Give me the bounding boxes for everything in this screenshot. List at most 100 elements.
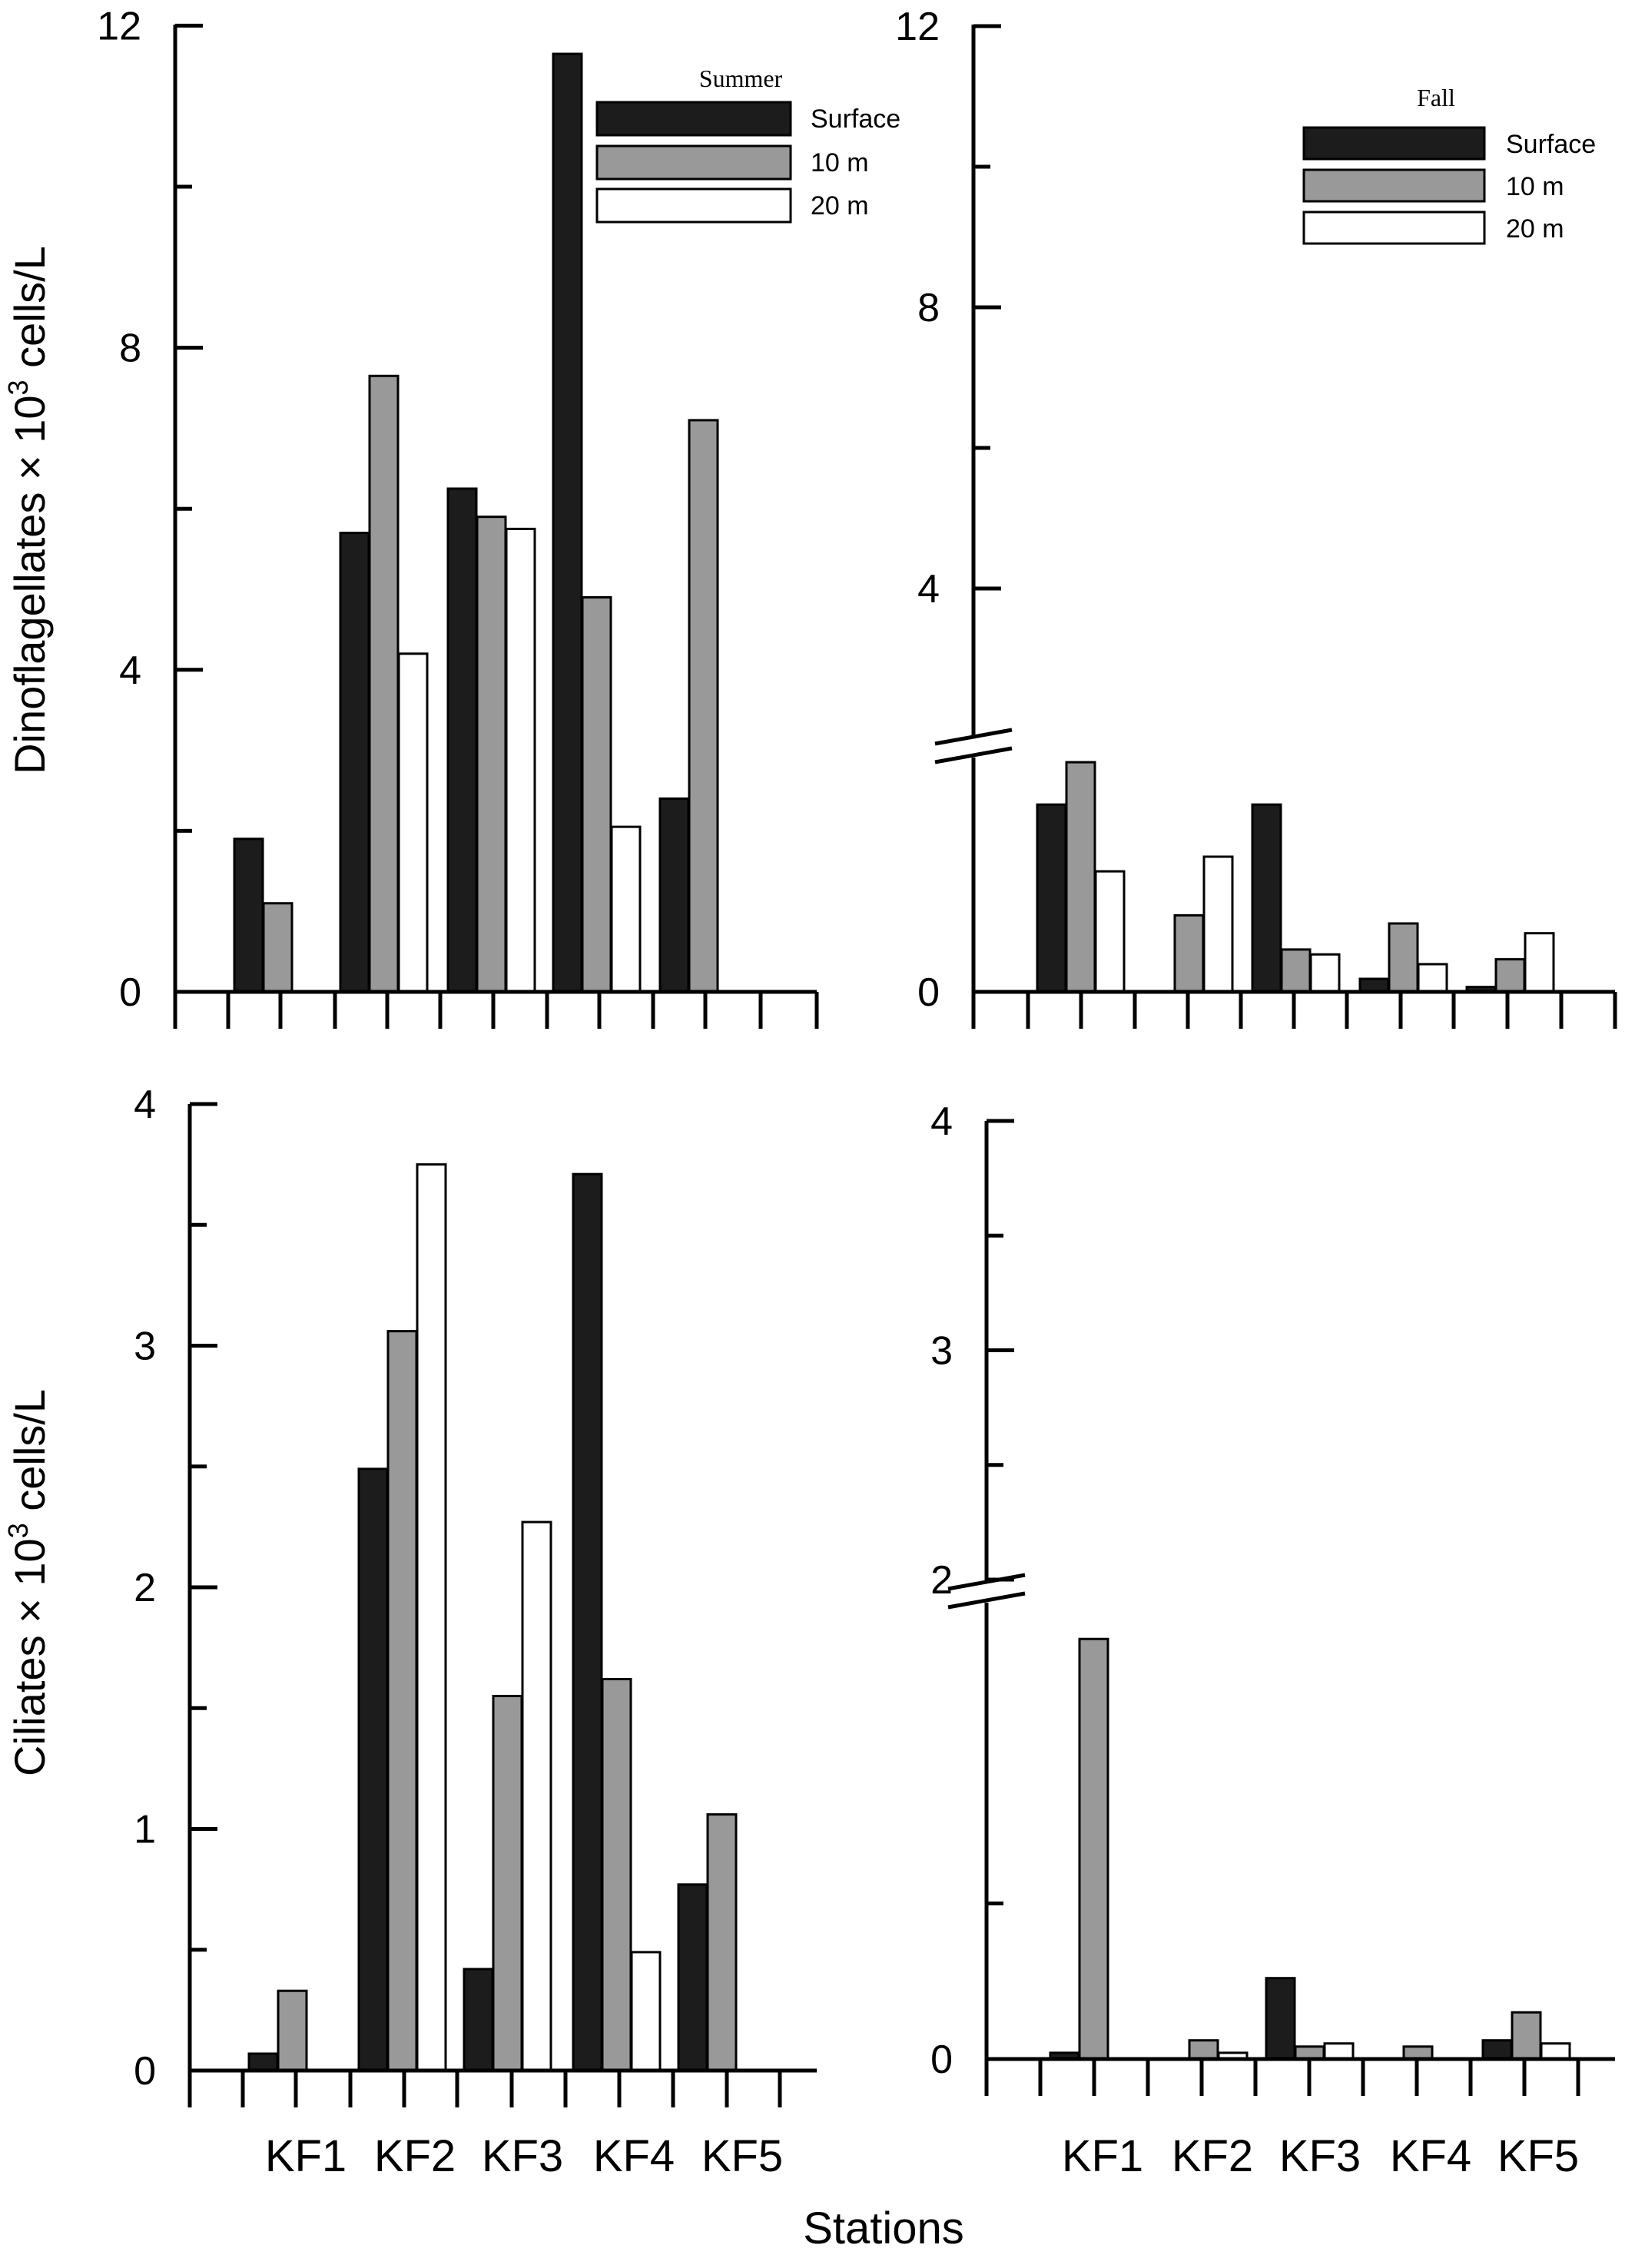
legend-title: Fall (1417, 84, 1455, 111)
x-category-label: KF3 (1279, 2131, 1361, 2181)
bar-kf1-surface (1036, 803, 1067, 993)
bar-kf3-20m (505, 527, 536, 993)
y-tick-label: 3 (134, 1325, 156, 1369)
legend: Fall Surface 10 m 20 m (1302, 84, 1596, 245)
bar-kf3-surface (463, 1968, 494, 2072)
bar-kf2-20m (416, 1163, 447, 2072)
bar-kf2-20m (1202, 855, 1234, 993)
y-tick-label: 2 (134, 1566, 156, 1610)
bar-kf4-surface (552, 52, 583, 993)
y-tick-label: 2 (930, 1558, 953, 1603)
x-category-label: KF4 (593, 2131, 675, 2181)
x-category-label: KF3 (482, 2131, 563, 2181)
y-tick-label: 12 (895, 5, 940, 49)
bar-kf4-10m (1388, 922, 1419, 993)
bar-kf1-10m (262, 902, 294, 993)
chart-panel-fall-ciliates: 0 2 3 4 KF1 KF2 KF3 KF4 KF5 (930, 1099, 1615, 2181)
bar-kf5-10m (706, 1813, 738, 2072)
x-category-label: KF5 (1497, 2131, 1579, 2181)
bar-kf4-surface (1358, 977, 1390, 993)
axis-break-mark (947, 1573, 1026, 1610)
legend-label-20m: 20 m (1506, 214, 1564, 244)
legend-label-20m: 20 m (811, 191, 869, 220)
y-tick-label: 0 (930, 2038, 953, 2082)
bar-kf2-10m (368, 374, 400, 993)
legend-label-10m: 10 m (811, 148, 869, 177)
legend-swatch-20m (1302, 211, 1486, 245)
bar-kf2-10m (386, 1330, 418, 2072)
bar-kf3-20m (1323, 2042, 1355, 2061)
y-tick-label: 0 (917, 970, 940, 1015)
y-tick-label: 4 (930, 1099, 953, 1144)
y-tick-label: 4 (134, 1083, 156, 1127)
bar-kf3-10m (1280, 948, 1312, 993)
x-category-label: KF2 (374, 2131, 456, 2181)
legend-label-10m: 10 m (1506, 172, 1564, 201)
bar-kf5-10m (1511, 2011, 1542, 2061)
y-axis-title: Dinoflagellates × 103 cells/L (2, 246, 54, 774)
axis-break-line-lower (934, 746, 1013, 764)
x-category-label: KF1 (265, 2131, 347, 2181)
y-tick-label: 0 (119, 970, 141, 1015)
chart-panel-summer-ciliates: 0 1 2 3 4 Ciliates × 103 cells/L KF1 KF2 KF3 KF4 K… (2, 1083, 817, 2181)
y-tick-label: 1 (134, 1808, 156, 1852)
bar-kf4-20m (630, 1951, 662, 2072)
bar-kf1-20m (1094, 870, 1126, 993)
y-tick-label: 0 (134, 2049, 156, 2094)
bar-kf5-10m (688, 419, 719, 993)
bar-kf5-20m (1524, 932, 1555, 993)
bar-kf3-10m (492, 1695, 523, 2072)
y-axis-title: Ciliates × 103 cells/L (2, 1389, 54, 1776)
bar-kf5-surface (658, 797, 690, 993)
bar-kf1-10m (1078, 1637, 1109, 2061)
chart-panel-summer-dino: 0 4 8 12 Dinoflagellates × 103 cells/L Summer… (2, 4, 900, 1029)
bar-kf3-20m (521, 1520, 552, 2072)
bar-kf5-10m (1494, 958, 1526, 993)
bar-kf2-10m (1188, 2039, 1219, 2061)
legend-label-surface: Surface (811, 104, 900, 134)
bar-kf1-10m (277, 1989, 308, 2072)
legend: Summer Surface 10 m 20 m (595, 65, 900, 224)
bar-kf1-10m (1065, 761, 1096, 993)
bar-kf3-10m (476, 516, 507, 993)
legend-swatch-20m (595, 187, 792, 224)
legend-swatch-10m (595, 144, 792, 181)
axis-break-line-lower (947, 1591, 1026, 1610)
x-category-label: KF4 (1390, 2131, 1471, 2181)
x-category-label: KF1 (1062, 2131, 1143, 2181)
bar-kf2-surface (339, 532, 370, 993)
y-tick-label: 8 (917, 286, 940, 330)
axis-break-mark (934, 728, 1013, 764)
bar-kf4-20m (610, 825, 642, 993)
bar-kf3-surface (1251, 803, 1282, 993)
legend-swatch-surface (1302, 126, 1486, 161)
bar-kf5-surface (677, 1883, 708, 2072)
bar-kf4-10m (581, 595, 612, 993)
x-axis-title: Stations (803, 2203, 964, 2253)
bar-kf2-20m (397, 652, 429, 993)
legend-swatch-10m (1302, 168, 1486, 203)
legend-swatch-surface (595, 101, 792, 137)
y-tick-label: 12 (97, 4, 141, 48)
y-tick-label: 4 (917, 567, 940, 612)
bar-kf4-10m (601, 1678, 632, 2072)
legend-label-surface: Surface (1506, 130, 1596, 159)
x-category-label: KF5 (701, 2131, 783, 2181)
y-tick-label: 4 (119, 648, 141, 693)
legend-title: Summer (699, 65, 783, 92)
bar-kf3-surface (446, 487, 478, 993)
chart-panel-fall-dino: 0 4 8 12 Fall Surface 10 m 20 m (895, 5, 1617, 1029)
bar-kf3-surface (1265, 1977, 1296, 2061)
y-tick-label: 3 (930, 1329, 953, 1374)
bar-kf3-20m (1309, 953, 1341, 993)
bar-kf2-surface (357, 1467, 389, 2072)
bar-kf5-surface (1481, 2039, 1513, 2061)
axis-break-line-upper (947, 1573, 1026, 1591)
bar-kf1-surface (233, 837, 264, 993)
bar-kf1-surface (247, 2052, 279, 2072)
bar-kf4-20m (1417, 963, 1448, 993)
y-tick-label: 8 (119, 327, 141, 371)
axis-break-line-upper (934, 728, 1013, 746)
